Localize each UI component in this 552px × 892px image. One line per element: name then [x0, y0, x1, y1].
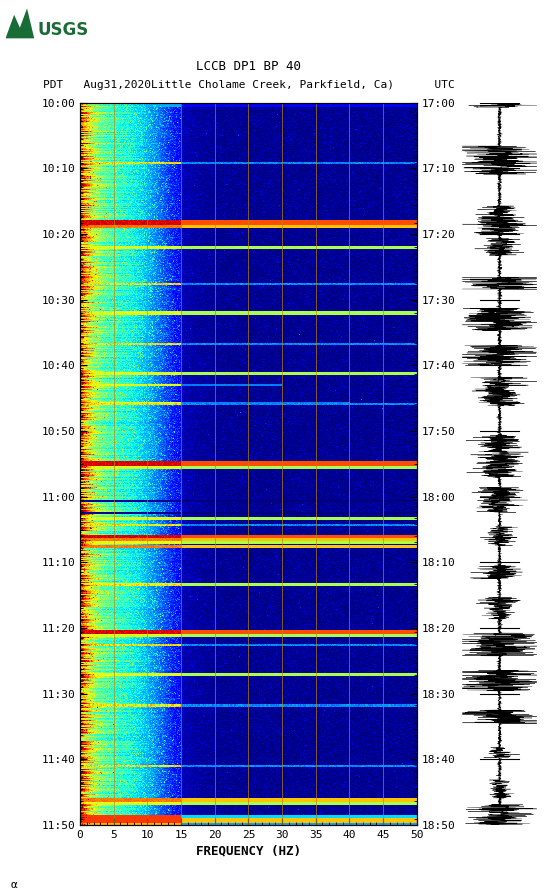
Text: USGS: USGS: [37, 21, 88, 38]
Polygon shape: [6, 8, 34, 38]
Text: PDT   Aug31,2020Little Cholame Creek, Parkfield, Ca)      UTC: PDT Aug31,2020Little Cholame Creek, Park…: [43, 79, 454, 90]
Text: LCCB DP1 BP 40: LCCB DP1 BP 40: [196, 61, 301, 73]
Text: α: α: [11, 880, 18, 889]
X-axis label: FREQUENCY (HZ): FREQUENCY (HZ): [196, 844, 301, 857]
